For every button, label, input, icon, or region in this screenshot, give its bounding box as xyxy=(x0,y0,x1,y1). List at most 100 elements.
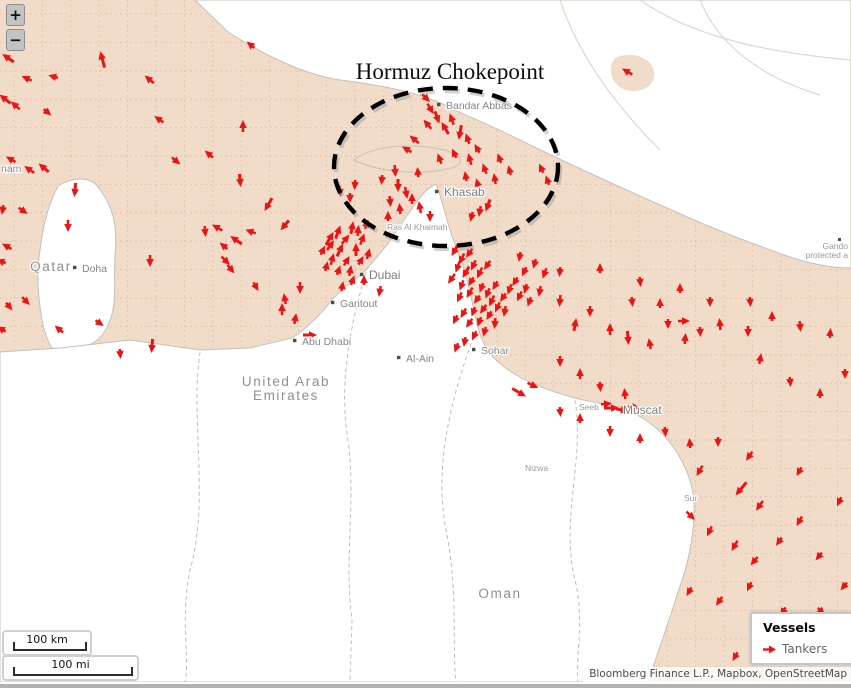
tanker-marker xyxy=(541,267,549,279)
city-marker xyxy=(435,189,439,194)
tanker-marker xyxy=(245,228,257,236)
city-label: Gantout xyxy=(340,298,377,310)
tanker-marker xyxy=(204,150,214,159)
legend-item-tankers[interactable]: Tankers xyxy=(763,642,849,656)
tanker-marker xyxy=(466,153,474,166)
tanker-marker xyxy=(474,143,482,154)
tanker-marker xyxy=(356,255,364,266)
tanker-marker xyxy=(436,153,444,165)
tanker-marker xyxy=(755,500,764,511)
tanker-marker xyxy=(326,240,335,251)
tanker-marker xyxy=(604,404,619,412)
tanker-marker xyxy=(531,258,539,269)
city-marker xyxy=(360,272,364,277)
tanker-marker xyxy=(481,163,489,175)
zoom-out-button[interactable]: − xyxy=(6,29,25,51)
tanker-marker xyxy=(391,164,399,177)
tanker-marker xyxy=(346,265,354,277)
tanker-marker xyxy=(338,281,346,292)
tanker-marker xyxy=(576,413,584,423)
country-label: Qatar xyxy=(30,259,72,274)
tanker-marker xyxy=(458,279,466,291)
tanker-marker xyxy=(516,290,524,302)
city-marker xyxy=(73,265,77,270)
tanker-marker xyxy=(815,551,824,561)
scalebar-mi-ruler xyxy=(13,667,133,676)
city-label: Abu Dhabi xyxy=(302,336,351,348)
tanker-marker xyxy=(376,285,384,297)
tanker-marker xyxy=(484,287,492,299)
tanker-marker xyxy=(303,331,317,339)
tanker-marker xyxy=(451,148,459,159)
tanker-marker xyxy=(364,248,372,260)
bottom-scroll-bar[interactable] xyxy=(0,684,851,688)
tanker-marker xyxy=(421,93,430,102)
tanker-marker xyxy=(468,276,476,287)
tanker-marker xyxy=(506,283,514,295)
tanker-marker xyxy=(433,110,441,124)
tanker-marker xyxy=(615,406,629,414)
tanker-marker xyxy=(318,245,326,256)
tanker-marker xyxy=(462,171,470,182)
tanker-marker xyxy=(384,211,392,221)
tanker-marker xyxy=(576,368,584,379)
iran-road-3 xyxy=(699,0,821,96)
tanker-marker xyxy=(501,305,509,317)
tanker-marker xyxy=(621,68,633,76)
iran-terrain-patch xyxy=(610,54,655,92)
tanker-marker xyxy=(441,121,450,135)
saudi-border xyxy=(184,351,201,682)
tanker-marker xyxy=(468,211,476,222)
tanker-marker xyxy=(786,376,794,387)
tanker-marker xyxy=(296,282,304,294)
city-marker xyxy=(397,355,401,360)
city-label: Khasab xyxy=(444,185,485,199)
legend-title: Vessels xyxy=(763,620,816,635)
city-label: Bandar Abbas xyxy=(446,100,512,112)
zoom-in-button[interactable]: + xyxy=(6,4,25,26)
tanker-marker xyxy=(676,283,684,293)
scalebar-mi: 100 mi xyxy=(2,655,139,681)
tanker-marker xyxy=(464,133,472,145)
city-label: Seeb xyxy=(579,402,599,412)
chokepoint-ellipse xyxy=(331,85,561,249)
tanker-marker xyxy=(826,328,834,339)
tanker-marker xyxy=(706,297,714,307)
tanker-marker xyxy=(322,261,330,272)
tanker-marker xyxy=(0,326,7,334)
tanker-marker xyxy=(488,294,496,307)
tanker-marker xyxy=(246,41,256,50)
tanker-marker xyxy=(54,325,64,334)
tanker-marker xyxy=(556,356,564,367)
tanker-marker xyxy=(146,255,154,267)
tanker-marker xyxy=(731,540,739,552)
tanker-marker xyxy=(556,406,564,417)
tanker-marker xyxy=(346,193,354,203)
map-attribution: Bloomberg Finance L.P., Mapbox, OpenStre… xyxy=(583,667,851,683)
tanker-marker xyxy=(448,113,456,126)
city-marker xyxy=(331,300,335,305)
vessels-legend: Vessels Tankers xyxy=(750,612,851,665)
tanker-marker xyxy=(681,333,689,345)
tanker-marker xyxy=(378,174,386,185)
tanker-marker xyxy=(1,243,13,251)
tanker-marker xyxy=(280,219,291,231)
tanker-marker xyxy=(796,466,804,477)
tanker-marker xyxy=(10,101,21,111)
tanker-marker xyxy=(251,281,259,292)
tanker-marker xyxy=(324,231,334,246)
tanker-marker xyxy=(746,296,754,307)
tanker-marker xyxy=(98,51,107,69)
tanker-marker xyxy=(230,235,243,246)
tanker-marker xyxy=(840,581,849,591)
tanker-marker xyxy=(342,255,350,267)
tanker-marker xyxy=(715,596,724,606)
tanker-marker xyxy=(5,156,17,164)
tanker-marker xyxy=(624,330,632,345)
city-label: Doha xyxy=(82,263,107,275)
country-label: United Arab xyxy=(242,374,330,389)
tanker-marker xyxy=(474,178,482,189)
